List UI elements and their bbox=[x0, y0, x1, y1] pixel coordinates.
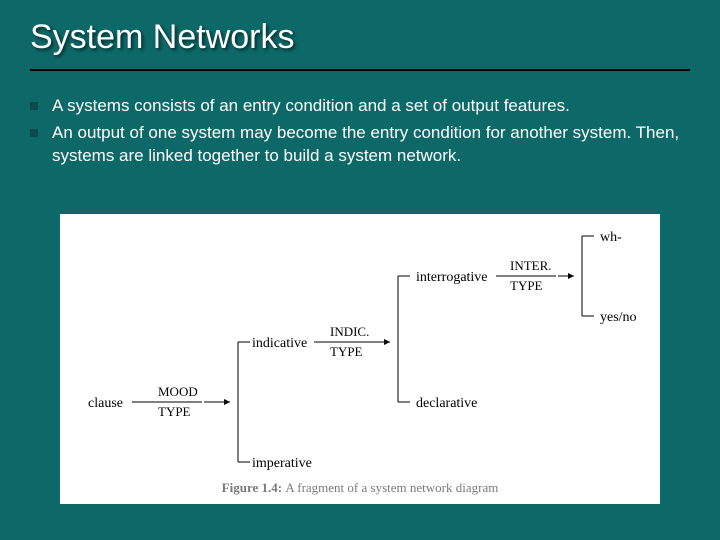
svg-text:clause: clause bbox=[88, 396, 123, 411]
svg-text:interrogative: interrogative bbox=[416, 270, 488, 285]
svg-text:yes/no: yes/no bbox=[600, 310, 637, 325]
slide: System Networks A systems consists of an… bbox=[0, 0, 720, 540]
bullet-item: A systems consists of an entry condition… bbox=[30, 95, 690, 118]
svg-text:TYPE: TYPE bbox=[330, 344, 363, 359]
bullet-list: A systems consists of an entry condition… bbox=[0, 71, 720, 168]
svg-text:TYPE: TYPE bbox=[510, 278, 543, 293]
svg-text:wh-: wh- bbox=[600, 230, 622, 245]
svg-text:indicative: indicative bbox=[252, 336, 307, 351]
diagram-svg: clause MOOD TYPE indicative imperative INDIC.… bbox=[60, 214, 660, 504]
slide-title: System Networks bbox=[30, 18, 720, 57]
square-bullet-icon bbox=[30, 129, 38, 137]
bullet-text: A systems consists of an entry condition… bbox=[52, 95, 570, 118]
square-bullet-icon bbox=[30, 102, 38, 110]
svg-text:INTER.: INTER. bbox=[510, 258, 552, 273]
system-network-diagram: clause MOOD TYPE indicative imperative INDIC.… bbox=[60, 214, 660, 504]
title-block: System Networks bbox=[0, 0, 720, 63]
svg-text:Figure 1.4: A fragment of a sy: Figure 1.4: A fragment of a system netwo… bbox=[222, 480, 499, 495]
svg-text:declarative: declarative bbox=[416, 396, 477, 411]
bullet-item: An output of one system may become the e… bbox=[30, 122, 690, 168]
svg-text:TYPE: TYPE bbox=[158, 404, 191, 419]
svg-text:INDIC.: INDIC. bbox=[330, 324, 369, 339]
svg-text:imperative: imperative bbox=[252, 456, 312, 471]
svg-text:MOOD: MOOD bbox=[158, 384, 198, 399]
bullet-text: An output of one system may become the e… bbox=[52, 122, 690, 168]
